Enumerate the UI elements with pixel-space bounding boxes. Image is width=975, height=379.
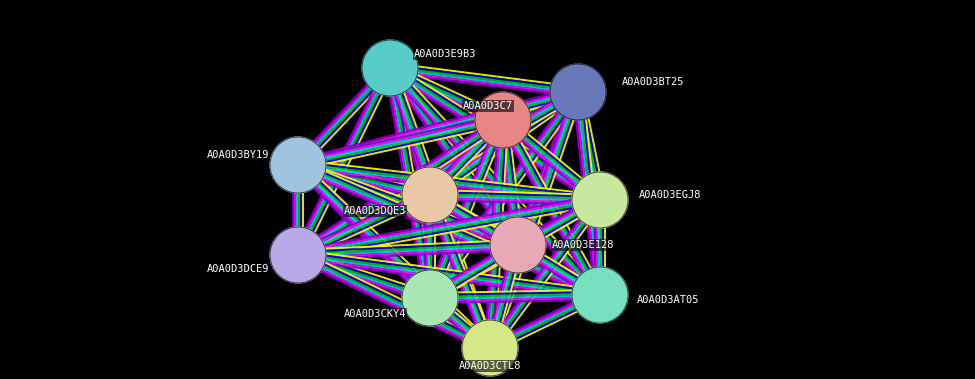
Text: A0A0D3BT25: A0A0D3BT25	[622, 77, 684, 87]
Circle shape	[270, 137, 326, 193]
Text: A0A0D3DCE9: A0A0D3DCE9	[207, 264, 269, 274]
Circle shape	[402, 270, 458, 326]
Text: A0A0D3E128: A0A0D3E128	[552, 240, 614, 250]
Text: A0A0D3CKY4: A0A0D3CKY4	[344, 309, 407, 319]
Circle shape	[362, 40, 418, 96]
Text: A0A0D3CTL8: A0A0D3CTL8	[459, 361, 522, 371]
Text: A0A0D3BY19: A0A0D3BY19	[207, 150, 269, 160]
Text: A0A0D3E9B3: A0A0D3E9B3	[413, 49, 476, 59]
Circle shape	[475, 92, 531, 148]
Circle shape	[270, 227, 326, 283]
Text: A0A0D3C7: A0A0D3C7	[463, 101, 513, 111]
Circle shape	[462, 320, 518, 376]
Circle shape	[490, 217, 546, 273]
Text: A0A0D3EGJ8: A0A0D3EGJ8	[639, 190, 701, 200]
Circle shape	[402, 167, 458, 223]
Text: A0A0D3DQE3: A0A0D3DQE3	[344, 206, 407, 216]
Circle shape	[550, 64, 606, 120]
Circle shape	[572, 267, 628, 323]
Text: A0A0D3AT05: A0A0D3AT05	[637, 295, 699, 305]
Circle shape	[572, 172, 628, 228]
